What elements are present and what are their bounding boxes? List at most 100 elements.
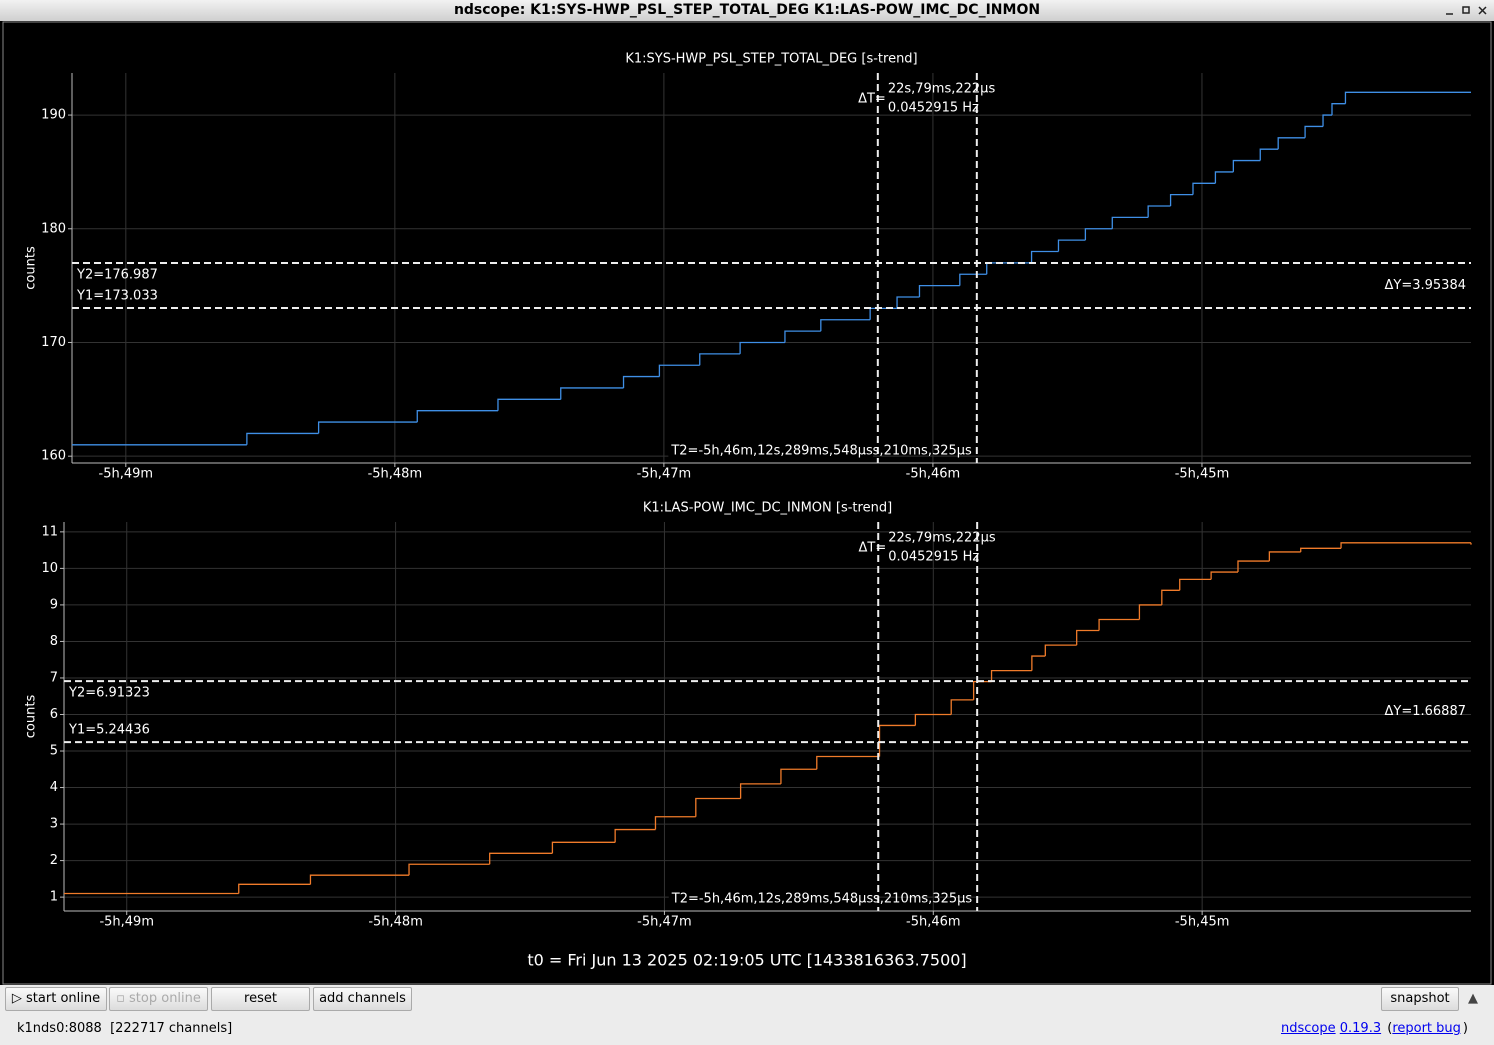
delta-t-label: ΔT= <box>858 541 886 556</box>
x-tick-label: -5h,45m <box>1175 915 1230 930</box>
data-line <box>1030 250 1059 263</box>
y-cursor-label: Y1=173.033 <box>76 288 158 303</box>
data-line <box>1111 216 1149 229</box>
app-link[interactable]: ndscope <box>1280 1021 1336 1036</box>
data-line <box>1192 182 1216 195</box>
chart-title: K1:SYS-HWP_PSL_STEP_TOTAL_DEG [s-trend] <box>625 52 917 67</box>
toolbar: ▷ start online ▫ stop online reset add c… <box>0 985 1494 1013</box>
title-bar <box>0 0 1494 21</box>
data-line <box>1331 103 1346 116</box>
data-line <box>551 841 616 854</box>
paren: ( <box>1387 1021 1393 1036</box>
data-line <box>972 680 992 700</box>
x-tick-label: -5h,45m <box>1175 467 1230 482</box>
y-tick-label: 2 <box>50 853 58 868</box>
x-tick-label: -5h,46m <box>906 467 961 482</box>
data-line <box>918 284 960 297</box>
data-line <box>739 783 781 799</box>
x-tick-label: -5h,49m <box>99 467 154 482</box>
snapshot-button[interactable]: snapshot <box>1381 987 1459 1011</box>
data-line <box>1138 604 1162 620</box>
data-line <box>780 768 817 784</box>
y-tick-label: 6 <box>50 707 58 722</box>
label-bg <box>668 443 874 459</box>
frequency: 0.0452915 Hz <box>888 101 979 116</box>
report-bug-link[interactable]: report bug <box>1392 1021 1461 1036</box>
data-line <box>1147 205 1171 218</box>
y-tick-label: 11 <box>41 524 58 539</box>
data-line <box>1179 578 1212 591</box>
data-line <box>695 797 741 817</box>
data-line <box>246 432 319 445</box>
x-tick-label: -5h,49m <box>99 915 154 930</box>
add-channels-button[interactable]: add channels <box>313 987 412 1011</box>
y-tick-label: 170 <box>41 335 66 350</box>
delta-y-label: ΔY=3.95384 <box>1385 278 1467 293</box>
window-title: ndscope: K1:SYS-HWP_PSL_STEP_TOTAL_DEG K… <box>454 2 1040 18</box>
server-info: k1nds0:8088 [222717 channels] <box>17 1021 233 1036</box>
data-line <box>1340 542 1471 549</box>
data-line <box>1268 551 1301 562</box>
button-label: stop online <box>129 991 201 1006</box>
data-line <box>1057 239 1086 252</box>
x-tick-label: -5h,47m <box>637 467 692 482</box>
x-tick-label: -5h,47m <box>637 915 692 930</box>
data-line <box>309 874 410 885</box>
data-line <box>1044 644 1077 657</box>
y-cursor-label: Y2=176.987 <box>76 268 158 283</box>
x-tick-label: -5h,46m <box>906 915 961 930</box>
stop-online-button: ▫ stop online <box>109 987 208 1011</box>
data-line <box>1322 114 1332 127</box>
reset-button[interactable]: reset <box>211 987 310 1011</box>
window-controls[interactable] <box>1446 6 1487 15</box>
data-line <box>1214 171 1234 184</box>
data-line <box>1084 228 1113 241</box>
y-cursor-label: Y1=5.24436 <box>68 723 150 738</box>
data-line <box>816 755 880 770</box>
chart: K1:LAS-POW_IMC_DC_INMON [s-trend] counts 1… <box>24 501 1472 930</box>
data-line <box>1259 148 1279 161</box>
about: ndscope 0.19.3 (report bug) <box>1281 1021 1468 1036</box>
start-online-button[interactable]: ▷ start online <box>5 987 107 1011</box>
x-tick-label: -5h,48m <box>368 915 423 930</box>
data-line <box>1169 194 1193 207</box>
data-line <box>1210 571 1238 580</box>
y-tick-label: 3 <box>50 817 58 832</box>
data-line <box>416 410 498 423</box>
data-line <box>784 330 821 343</box>
chart: K1:SYS-HWP_PSL_STEP_TOTAL_DEG [s-trend] c… <box>24 52 1471 482</box>
frequency: 0.0452915 Hz <box>888 550 979 565</box>
delta-y-label: ΔY=1.66887 <box>1385 704 1467 719</box>
data-line <box>238 883 311 894</box>
y-tick-label: 5 <box>50 744 58 759</box>
y-tick-label: 1 <box>50 890 58 905</box>
data-line <box>878 724 916 757</box>
x-tick-label: -5h,48m <box>368 467 423 482</box>
data-line <box>1031 655 1046 671</box>
data-line <box>1304 125 1324 138</box>
data-line <box>739 341 785 354</box>
data-line <box>1098 618 1140 631</box>
version-link[interactable]: 0.19.3 <box>1339 1021 1382 1036</box>
data-line <box>1300 547 1342 552</box>
data-line <box>1076 629 1100 646</box>
y-tick-label: 180 <box>41 221 66 236</box>
data-line <box>1161 589 1180 605</box>
delta-t-label: ΔT= <box>858 92 886 107</box>
t-cursor-label: T2=-5h,46m,12s,289ms,548µs <box>670 444 873 459</box>
collapse-button[interactable]: ▲ <box>1468 991 1478 1006</box>
button-label: start online <box>26 991 101 1006</box>
delta-t-value: 22s,79ms,222µs <box>888 82 996 97</box>
y-tick-label: 190 <box>41 108 66 123</box>
delta-t-value: 22s,79ms,222µs <box>888 531 996 546</box>
paren: ) <box>1462 1021 1468 1036</box>
data-line <box>658 364 700 377</box>
button-label: reset <box>244 991 277 1006</box>
y-tick-label: 4 <box>50 780 58 795</box>
chart-title: K1:LAS-POW_IMC_DC_INMON [s-trend] <box>643 501 892 516</box>
data-line <box>654 816 696 830</box>
y-tick-label: 8 <box>50 634 58 649</box>
data-line <box>614 828 656 843</box>
y-cursor-label: Y2=6.91323 <box>68 686 150 701</box>
label-bg <box>668 891 874 907</box>
